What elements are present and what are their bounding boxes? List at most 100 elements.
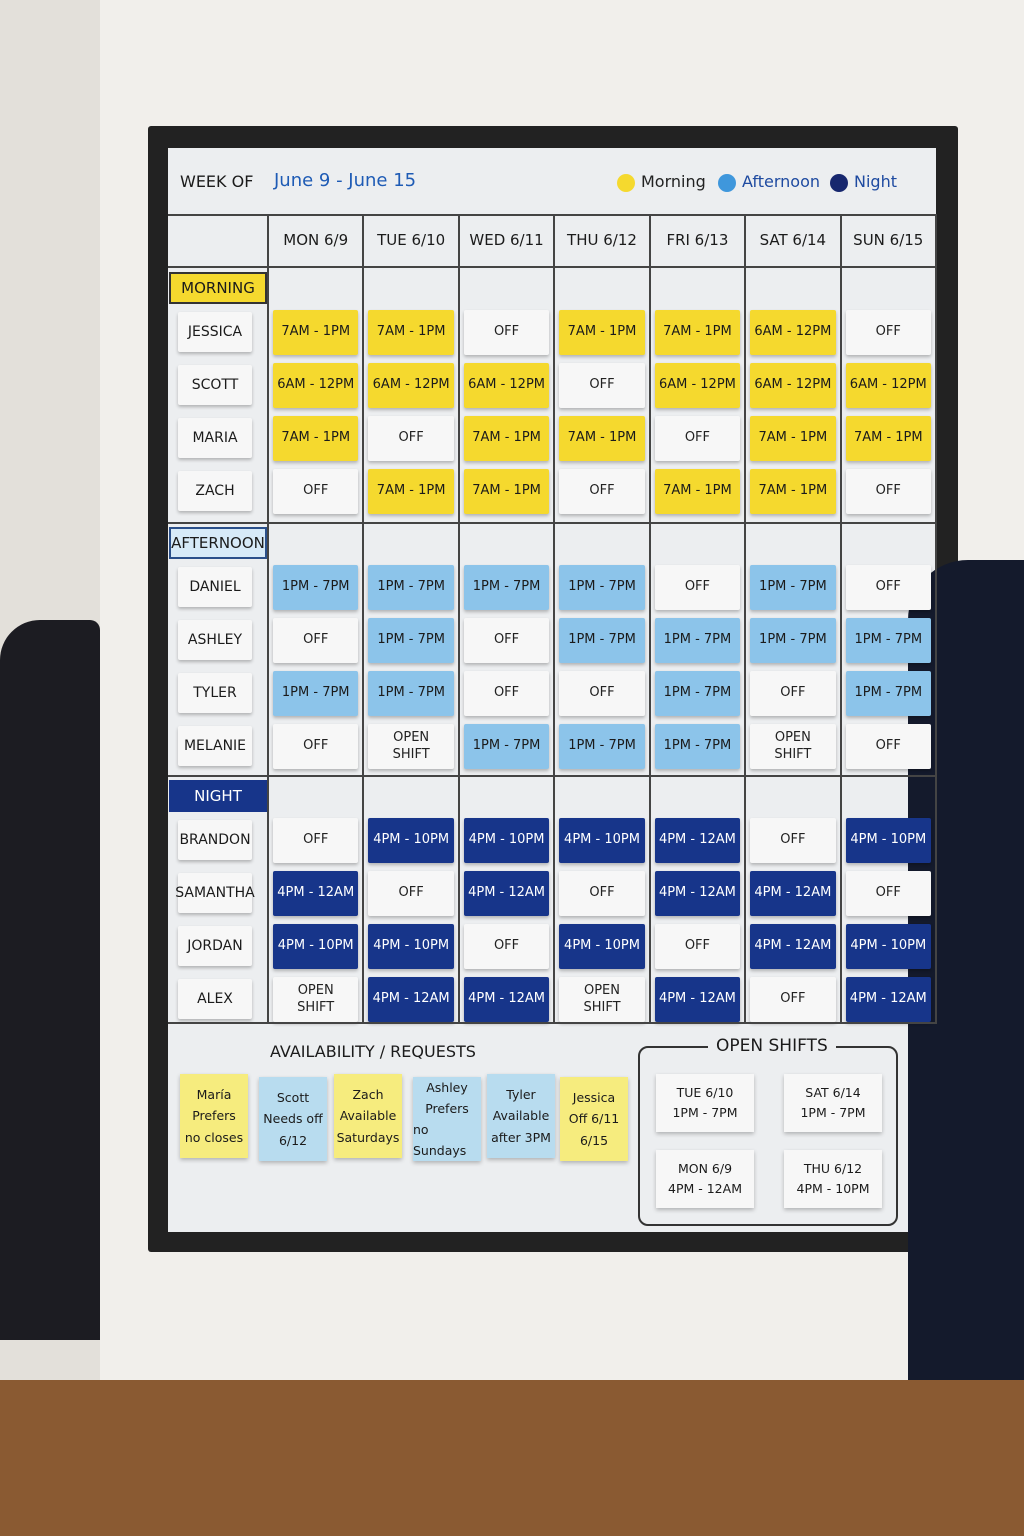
day-header: TUE 6/10: [377, 231, 446, 250]
shift-card: 1PM - 7PM: [559, 565, 645, 610]
note-line: Tyler: [506, 1087, 536, 1103]
shift-card: 6AM - 12PM: [368, 363, 454, 408]
open-shift-card: THU 6/12 4PM - 10PM: [784, 1150, 882, 1208]
day-header: SAT 6/14: [759, 231, 827, 250]
day-header: FRI 6/13: [666, 231, 729, 250]
shift-card: OFF: [273, 618, 359, 663]
grid-line: [168, 522, 936, 524]
employee-name: SCOTT: [178, 365, 252, 405]
open-shift-day: THU 6/12: [803, 1161, 863, 1176]
legend-dot: [718, 174, 736, 192]
shift-card: 7AM - 1PM: [654, 310, 741, 355]
shift-card: OFF: [559, 469, 645, 514]
shift-card: 4PM - 12AM: [273, 871, 359, 916]
shift-card: 1PM - 7PM: [463, 565, 550, 610]
employee-name: JESSICA: [178, 312, 252, 352]
employee-name: MARIA: [178, 418, 252, 458]
employee-name: DANIEL: [178, 567, 252, 607]
shift-card: 4PM - 12AM: [654, 818, 741, 863]
note-line: Prefers: [192, 1108, 236, 1124]
shift-card: OFF: [463, 618, 550, 663]
shift-card: 7AM - 1PM: [654, 469, 741, 514]
shift-card: 1PM - 7PM: [654, 671, 741, 716]
shift-card: 1PM - 7PM: [654, 724, 741, 769]
note-line: Jessica: [572, 1090, 616, 1106]
shift-card: OPEN SHIFT: [559, 977, 645, 1022]
shift-card: 4PM - 10PM: [463, 818, 550, 863]
note-line: Needs off: [263, 1111, 323, 1127]
shift-card: 7AM - 1PM: [559, 416, 645, 461]
shift-card: OFF: [750, 977, 836, 1022]
shift-card: OFF: [845, 871, 931, 916]
shift-card: 1PM - 7PM: [750, 565, 836, 610]
shift-card: OFF: [559, 871, 645, 916]
grid-line: [168, 1022, 936, 1024]
person-right: [908, 560, 1024, 1536]
shift-card: 7AM - 1PM: [750, 469, 836, 514]
open-shift-card: MON 6/9 4PM - 12AM: [656, 1150, 754, 1208]
shift-card: 1PM - 7PM: [368, 565, 454, 610]
sticky-note: Ashley Prefers no Sundays: [413, 1077, 481, 1161]
section-label: AFTERNOON: [169, 527, 267, 559]
day-header: MON 6/9: [283, 231, 349, 250]
open-shift-time: 1PM - 7PM: [672, 1105, 738, 1120]
shift-card: 4PM - 12AM: [463, 871, 550, 916]
shift-card: OFF: [273, 469, 359, 514]
shift-card: 6AM - 12PM: [654, 363, 741, 408]
shift-card: 4PM - 10PM: [559, 924, 645, 969]
grid-line: [362, 214, 365, 1024]
grid-line: [935, 214, 937, 1024]
shift-card: OFF: [273, 818, 359, 863]
employee-name: BRANDON: [178, 820, 252, 860]
person-left: [0, 620, 100, 1340]
open-shift-card: TUE 6/10 1PM - 7PM: [656, 1074, 754, 1132]
shift-card: 4PM - 10PM: [845, 818, 931, 863]
grid-line: [648, 214, 651, 1024]
shift-card: 7AM - 1PM: [368, 469, 454, 514]
shift-card: OPEN SHIFT: [368, 724, 454, 769]
shift-card: 4PM - 10PM: [559, 818, 645, 863]
shift-card: 6AM - 12PM: [463, 363, 550, 408]
shift-card: 7AM - 1PM: [273, 310, 359, 355]
grid-line: [168, 266, 936, 268]
shift-card: 4PM - 10PM: [368, 818, 454, 863]
shift-card: 6AM - 12PM: [750, 363, 836, 408]
note-line: 6/15: [579, 1132, 609, 1148]
day-header: WED 6/11: [469, 231, 544, 250]
shift-card: OFF: [559, 671, 645, 716]
shift-card: OPEN SHIFT: [750, 724, 836, 769]
shift-card: OFF: [750, 671, 836, 716]
availability-title: AVAILABILITY / REQUESTS: [270, 1042, 476, 1061]
shift-card: OFF: [845, 724, 931, 769]
note-line: Ashley: [426, 1079, 468, 1095]
employee-name: ALEX: [178, 979, 252, 1019]
shift-card: 6AM - 12PM: [845, 363, 931, 408]
shift-card: 6AM - 12PM: [750, 310, 836, 355]
shift-card: OFF: [368, 871, 454, 916]
open-shift-day: SAT 6/14: [805, 1085, 861, 1100]
note-line: no Sundays: [413, 1122, 467, 1159]
shift-card: 1PM - 7PM: [273, 565, 359, 610]
open-shift-time: 4PM - 10PM: [796, 1181, 870, 1196]
open-shift-time: 1PM - 7PM: [800, 1105, 866, 1120]
shift-card: 7AM - 1PM: [463, 416, 550, 461]
shift-card: 4PM - 12AM: [845, 977, 931, 1022]
shift-card: 1PM - 7PM: [845, 618, 931, 663]
shift-card: OFF: [368, 416, 454, 461]
shift-card: OFF: [463, 671, 550, 716]
week-dates: June 9 - June 15: [274, 170, 417, 191]
open-shift-time: 4PM - 12AM: [668, 1181, 742, 1196]
grid-line: [168, 214, 936, 216]
shift-card: 4PM - 12AM: [654, 977, 741, 1022]
note-line: Zach: [352, 1087, 384, 1103]
employee-name: JORDAN: [178, 926, 252, 966]
legend-label: Morning: [641, 172, 706, 191]
sticky-note: Scott Needs off 6/12: [259, 1077, 327, 1161]
shift-card: OFF: [273, 724, 359, 769]
grid-line: [168, 775, 936, 777]
note-line: no closes: [184, 1129, 244, 1145]
note-line: Off 6/11: [568, 1111, 620, 1127]
sticky-note: Tyler Available after 3PM: [487, 1074, 555, 1158]
shift-card: 7AM - 1PM: [368, 310, 454, 355]
